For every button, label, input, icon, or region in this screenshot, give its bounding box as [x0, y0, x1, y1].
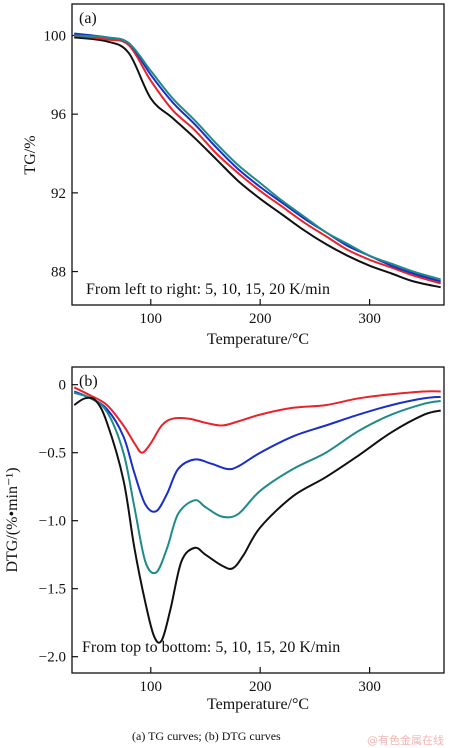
panel-b-series-group — [73, 386, 441, 644]
watermark: @有色金属在线 — [367, 734, 444, 747]
panel-a-x-axis-title: Temperature/°C — [207, 331, 309, 348]
panel-a-series-line-2 — [74, 34, 441, 285]
panel-a-series-line-1 — [74, 36, 441, 289]
figure-caption: (a) TG curves; (b) DTG curves — [0, 729, 450, 744]
panel-a-y-tick-label: 100 — [44, 28, 67, 44]
panel-a-y-axis-title: TG/% — [22, 135, 39, 174]
panel-b-annotation: From top to bottom: 5, 10, 15, 20 K/min — [82, 639, 340, 656]
panel-a-x-tick-label: 200 — [249, 311, 272, 327]
panel-b-y-tick-label: −2.0 — [39, 650, 66, 666]
panel-a-y-tick-label: 92 — [51, 186, 66, 202]
panel-b-x-axis-title: Temperature/°C — [207, 696, 309, 713]
panel-b-letter: (b) — [79, 373, 98, 390]
panel-b-x-tick-label: 100 — [140, 679, 163, 695]
panel-a-tg-chart: (a) From left to right: 5, 10, 15, 20 K/… — [22, 3, 445, 348]
panel-a-series-line-3 — [74, 32, 441, 283]
panel-a-letter: (a) — [79, 10, 97, 27]
panel-b-series-line-1 — [73, 386, 441, 454]
panel-b-series-line-4 — [73, 396, 441, 644]
figure-caption-text: (a) TG curves; (b) DTG curves — [132, 729, 281, 743]
panel-b-y-tick-label: −1.0 — [39, 514, 66, 530]
panel-b-x-tick-label: 200 — [249, 679, 272, 695]
panel-b-x-tick-label: 300 — [358, 679, 381, 695]
panel-a-x-tick-label: 100 — [140, 311, 163, 327]
panel-b-y-tick-label: −1.5 — [39, 582, 66, 598]
panel-b-dtg-chart: (b) From top to bottom: 5, 10, 15, 20 K/… — [4, 366, 445, 713]
panel-a-y-tick-label: 88 — [51, 265, 66, 281]
panel-b-ticks: 100 200 300 0 −0.5 −1.0 −1.5 −2.0 — [39, 378, 381, 695]
panel-b-plot-frame — [71, 366, 445, 674]
panel-b-y-tick-label: −0.5 — [39, 446, 66, 462]
panel-a-annotation: From left to right: 5, 10, 15, 20 K/min — [86, 281, 330, 298]
panel-b-series-line-2 — [73, 390, 441, 513]
panel-a-ticks: 100 200 300 100 96 92 88 — [44, 28, 381, 327]
panel-b-series-line-3 — [73, 391, 441, 575]
panel-a-x-tick-label: 300 — [358, 311, 381, 327]
panel-a-y-tick-label: 96 — [51, 107, 67, 123]
panel-a-plot-frame — [71, 3, 445, 306]
panel-a-series-line-4 — [74, 34, 441, 281]
panel-b-y-tick-label: 0 — [59, 378, 67, 394]
panel-b-y-axis-title: DTG/(%•min⁻¹) — [4, 467, 21, 572]
panel-a-series-group — [74, 32, 441, 289]
